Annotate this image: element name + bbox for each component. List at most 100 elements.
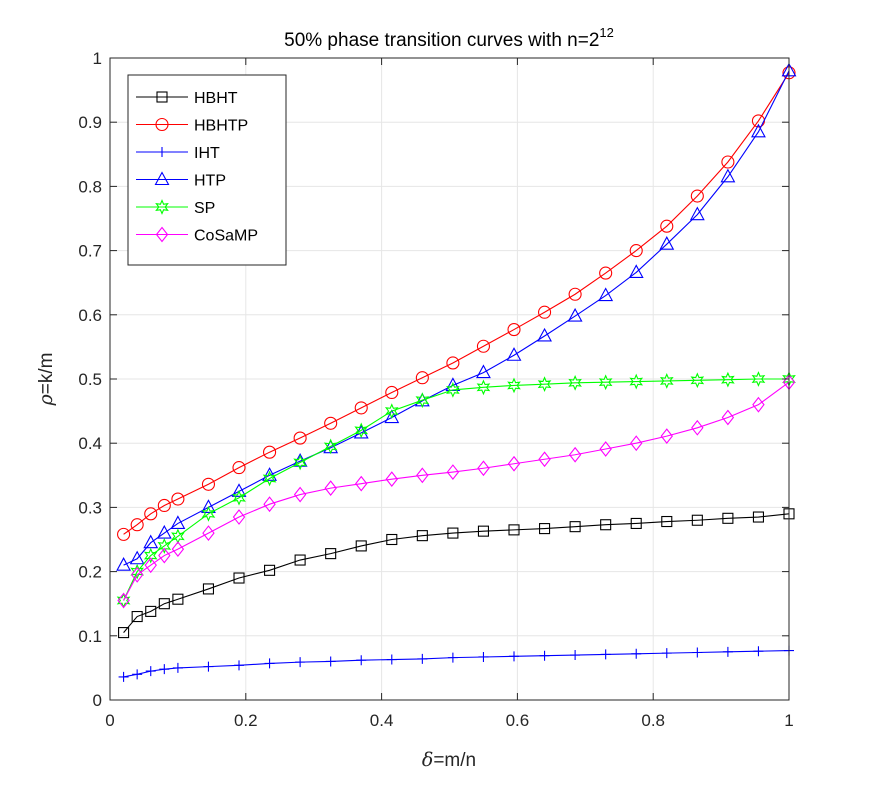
data-point-cosamp — [630, 435, 643, 452]
data-point-hbhtp — [130, 518, 144, 532]
legend-marker-htp — [154, 171, 170, 186]
tick-labels: 0 0.2 0.4 0.6 0.8 1 0 0.1 0.2 0.3 0.4 0.5 0.6 0.7 0.8 0… — [78, 49, 793, 730]
data-point-hbht — [752, 511, 764, 523]
legend-marker-hbhtp — [155, 117, 169, 132]
data-point-iht — [478, 651, 489, 662]
x-tick-label: 1 — [784, 711, 793, 730]
series-line-hbhtp — [123, 72, 790, 535]
series-line-htp — [123, 70, 790, 566]
data-point-cosamp — [385, 471, 398, 488]
data-point-hbht — [722, 512, 734, 524]
data-point-hbht — [477, 525, 490, 537]
legend-label-hbhtp: HBHTP — [194, 118, 248, 135]
data-point-iht — [539, 650, 550, 661]
legend: HBHT HBHTP IHT HTP SP CoSaMP — [127, 74, 287, 266]
x-tick-label: 0.6 — [506, 711, 530, 730]
data-point-hbhtp — [201, 477, 216, 491]
data-point-hbht — [661, 515, 673, 528]
data-point-cosamp — [293, 486, 307, 503]
data-point-hbht — [386, 533, 398, 546]
y-tick-label: 0.8 — [78, 177, 102, 196]
data-point-iht — [234, 660, 245, 671]
data-point-iht — [159, 664, 170, 675]
legend-label-htp: HTP — [194, 173, 226, 190]
chart-title-main: 50% phase transition curves with n=2 — [284, 30, 599, 51]
legend-marker-hbht — [156, 91, 168, 103]
data-point-sp — [721, 371, 735, 388]
data-point-iht — [264, 658, 275, 669]
series-hbht — [118, 508, 795, 639]
data-point-cosamp — [324, 480, 337, 497]
data-point-hbht — [447, 527, 459, 539]
tick-marks — [109, 57, 790, 701]
data-point-htp — [506, 347, 522, 361]
data-point-sp — [446, 382, 460, 398]
data-point-sp — [568, 374, 582, 391]
data-point-hbht — [158, 598, 170, 610]
data-point-iht — [386, 654, 397, 665]
data-point-iht — [417, 653, 428, 664]
data-point-hbhtp — [171, 492, 185, 506]
data-point-cosamp — [130, 566, 144, 583]
y-tick-label: 0.1 — [78, 627, 102, 646]
data-point-cosamp — [752, 396, 765, 413]
x-axis-label-text: =m/n — [433, 750, 476, 771]
legend-item-sp: SP — [136, 199, 215, 217]
data-point-htp — [751, 123, 766, 138]
series-sp — [116, 371, 796, 609]
data-point-htp — [262, 467, 277, 481]
data-point-sp — [659, 373, 674, 389]
data-point-htp — [628, 264, 644, 278]
legend-label-sp: SP — [194, 200, 215, 217]
data-point-htp — [476, 364, 491, 379]
data-point-sp — [690, 372, 705, 389]
y-tick-label: 1 — [93, 49, 102, 68]
data-point-sp — [232, 489, 246, 506]
data-point-htp — [659, 236, 675, 250]
data-point-hbht — [630, 517, 642, 530]
data-point-hbhtp — [157, 498, 171, 513]
data-point-hbht — [416, 530, 428, 542]
x-tick-label: 0.8 — [641, 711, 665, 730]
data-point-hbhtp — [690, 189, 704, 203]
data-point-cosamp — [117, 592, 130, 609]
data-point-hbhtp — [385, 385, 399, 400]
data-point-cosamp — [538, 451, 551, 468]
data-point-hbht — [569, 521, 581, 533]
data-point-cosamp — [477, 460, 490, 477]
data-point-hbht — [145, 605, 157, 617]
data-point-cosamp — [568, 446, 582, 463]
series-line-hbht — [123, 513, 790, 633]
data-point-hbht — [172, 593, 184, 605]
data-point-htp — [201, 499, 216, 513]
data-point-cosamp — [691, 419, 704, 436]
data-point-hbhtp — [538, 305, 552, 319]
data-point-iht — [570, 650, 581, 661]
data-point-sp — [598, 374, 613, 391]
data-point-hbht — [600, 519, 612, 531]
data-point-hbhtp — [629, 244, 643, 258]
data-point-hbhtp — [232, 461, 246, 475]
data-point-iht — [356, 655, 367, 666]
data-point-hbht — [325, 548, 337, 560]
legend-item-hbhtp: HBHTP — [136, 118, 248, 135]
data-point-cosamp — [263, 496, 276, 513]
legend-marker-sp — [155, 199, 169, 215]
data-point-htp — [689, 206, 705, 221]
data-point-hbht — [233, 572, 245, 584]
y-tick-label: 0.9 — [78, 113, 102, 132]
series-cosamp — [117, 374, 796, 609]
data-point-sp — [751, 371, 766, 387]
data-point-hbht — [691, 514, 703, 526]
data-point-hbhtp — [721, 155, 735, 169]
data-point-cosamp — [446, 464, 460, 480]
legend-marker-iht — [157, 147, 167, 157]
legend-marker-cosamp — [155, 226, 169, 243]
data-point-iht — [132, 669, 143, 680]
y-axis-label-text: =k/m — [36, 353, 57, 395]
data-point-cosamp — [416, 467, 429, 484]
data-point-hbhtp — [599, 266, 613, 280]
data-point-sp — [323, 438, 338, 455]
x-tick-label: 0 — [105, 711, 114, 730]
data-point-hbhtp — [415, 371, 429, 385]
